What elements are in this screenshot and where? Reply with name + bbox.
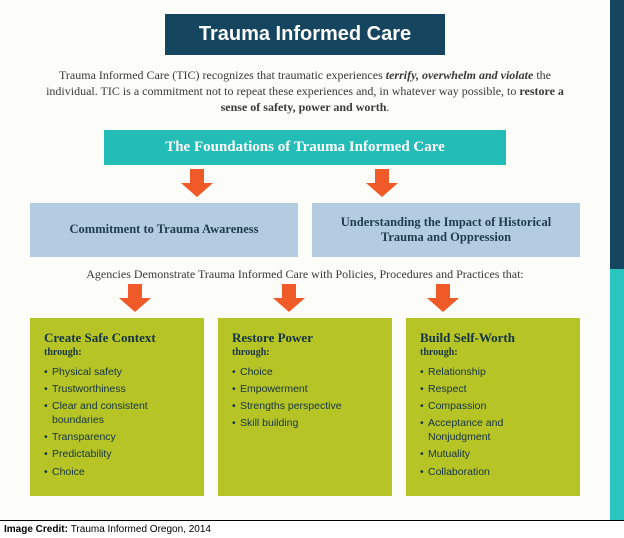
- intro-emphasis-terrify: terrify, overwhelm and violate: [386, 68, 534, 82]
- box-safe-context: Create Safe Context through: Physical sa…: [30, 318, 204, 496]
- pillar-commitment: Commitment to Trauma Awareness: [30, 203, 298, 257]
- box-restore-power: Restore Power through: Choice Empowermen…: [218, 318, 392, 496]
- list-item: Relationship: [420, 365, 566, 379]
- infographic-canvas: Trauma Informed Care Trauma Informed Car…: [0, 0, 624, 538]
- list-item: Strengths perspective: [232, 399, 378, 413]
- arrow-down-icon: [443, 284, 475, 314]
- intro-post: .: [386, 100, 389, 114]
- arrow-row-bottom: [30, 284, 580, 314]
- list-item: Mutuality: [420, 447, 566, 461]
- through-label: through:: [232, 347, 378, 358]
- list-item: Compassion: [420, 399, 566, 413]
- arrow-down-icon: [135, 284, 167, 314]
- list-item: Trustworthiness: [44, 382, 190, 396]
- box-self-worth: Build Self-Worth through: Relationship R…: [406, 318, 580, 496]
- list-item: Skill building: [232, 416, 378, 430]
- list-item: Choice: [232, 365, 378, 379]
- list-item: Respect: [420, 382, 566, 396]
- pillar-understanding: Understanding the Impact of Historical T…: [312, 203, 580, 257]
- box-list: Choice Empowerment Strengths perspective…: [232, 365, 378, 431]
- box-list: Physical safety Trustworthiness Clear an…: [44, 365, 190, 479]
- through-label: through:: [420, 347, 566, 358]
- arrow-row-top: [30, 169, 580, 199]
- list-item: Clear and consistent boundaries: [44, 399, 190, 427]
- main-title: Trauma Informed Care: [165, 14, 445, 55]
- list-item: Physical safety: [44, 365, 190, 379]
- box-heading: Build Self-Worth: [420, 330, 566, 346]
- list-item: Acceptance and Nonjudgment: [420, 416, 566, 444]
- credit-value: Trauma Informed Oregon, 2014: [71, 524, 211, 535]
- arrow-down-icon: [289, 284, 321, 314]
- right-stripe-bottom: [610, 269, 624, 538]
- foundations-heading: The Foundations of Trauma Informed Care: [104, 130, 506, 165]
- arrow-down-icon: [382, 169, 414, 199]
- intro-pre: Trauma Informed Care (TIC) recognizes th…: [59, 68, 386, 82]
- list-item: Empowerment: [232, 382, 378, 396]
- image-credit: Image Credit: Trauma Informed Oregon, 20…: [0, 520, 624, 538]
- list-item: Collaboration: [420, 465, 566, 479]
- list-item: Predictability: [44, 447, 190, 461]
- box-heading: Restore Power: [232, 330, 378, 346]
- through-label: through:: [44, 347, 190, 358]
- right-stripe-top: [610, 0, 624, 269]
- pillars-row: Commitment to Trauma Awareness Understan…: [30, 203, 580, 257]
- list-item: Choice: [44, 465, 190, 479]
- list-item: Transparency: [44, 430, 190, 444]
- box-heading: Create Safe Context: [44, 330, 190, 346]
- credit-label: Image Credit:: [4, 524, 71, 535]
- agencies-line: Agencies Demonstrate Trauma Informed Car…: [30, 267, 580, 282]
- box-list: Relationship Respect Compassion Acceptan…: [420, 365, 566, 479]
- arrow-down-icon: [197, 169, 229, 199]
- boxes-row: Create Safe Context through: Physical sa…: [30, 318, 580, 496]
- content-area: Trauma Informed Care Trauma Informed Car…: [0, 0, 610, 496]
- intro-paragraph: Trauma Informed Care (TIC) recognizes th…: [30, 67, 580, 116]
